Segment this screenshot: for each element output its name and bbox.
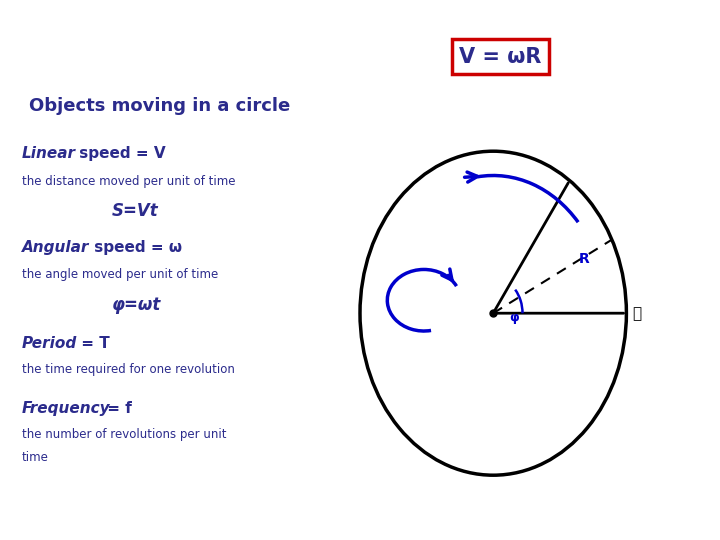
Text: 🐎: 🐎 (632, 306, 642, 321)
Text: φ: φ (509, 311, 519, 324)
Text: time: time (22, 451, 48, 464)
Text: the distance moved per unit of time: the distance moved per unit of time (22, 175, 235, 188)
Text: the angle moved per unit of time: the angle moved per unit of time (22, 268, 218, 281)
Text: V = ωR: V = ωR (459, 46, 541, 67)
Text: speed = V: speed = V (74, 146, 166, 161)
Text: the number of revolutions per unit: the number of revolutions per unit (22, 428, 226, 441)
Text: Objects moving in a circle: Objects moving in a circle (29, 97, 290, 115)
Text: = f: = f (102, 401, 132, 416)
Text: Frequency: Frequency (22, 401, 110, 416)
Text: S=Vt: S=Vt (112, 202, 158, 220)
Text: Angular: Angular (22, 240, 89, 255)
Text: speed = ω: speed = ω (89, 240, 181, 255)
Text: = T: = T (76, 336, 109, 351)
Text: Linear: Linear (22, 146, 76, 161)
Text: the time required for one revolution: the time required for one revolution (22, 363, 235, 376)
Text: φ=ωt: φ=ωt (112, 296, 161, 314)
Text: Period: Period (22, 336, 77, 351)
Text: R: R (579, 252, 590, 266)
